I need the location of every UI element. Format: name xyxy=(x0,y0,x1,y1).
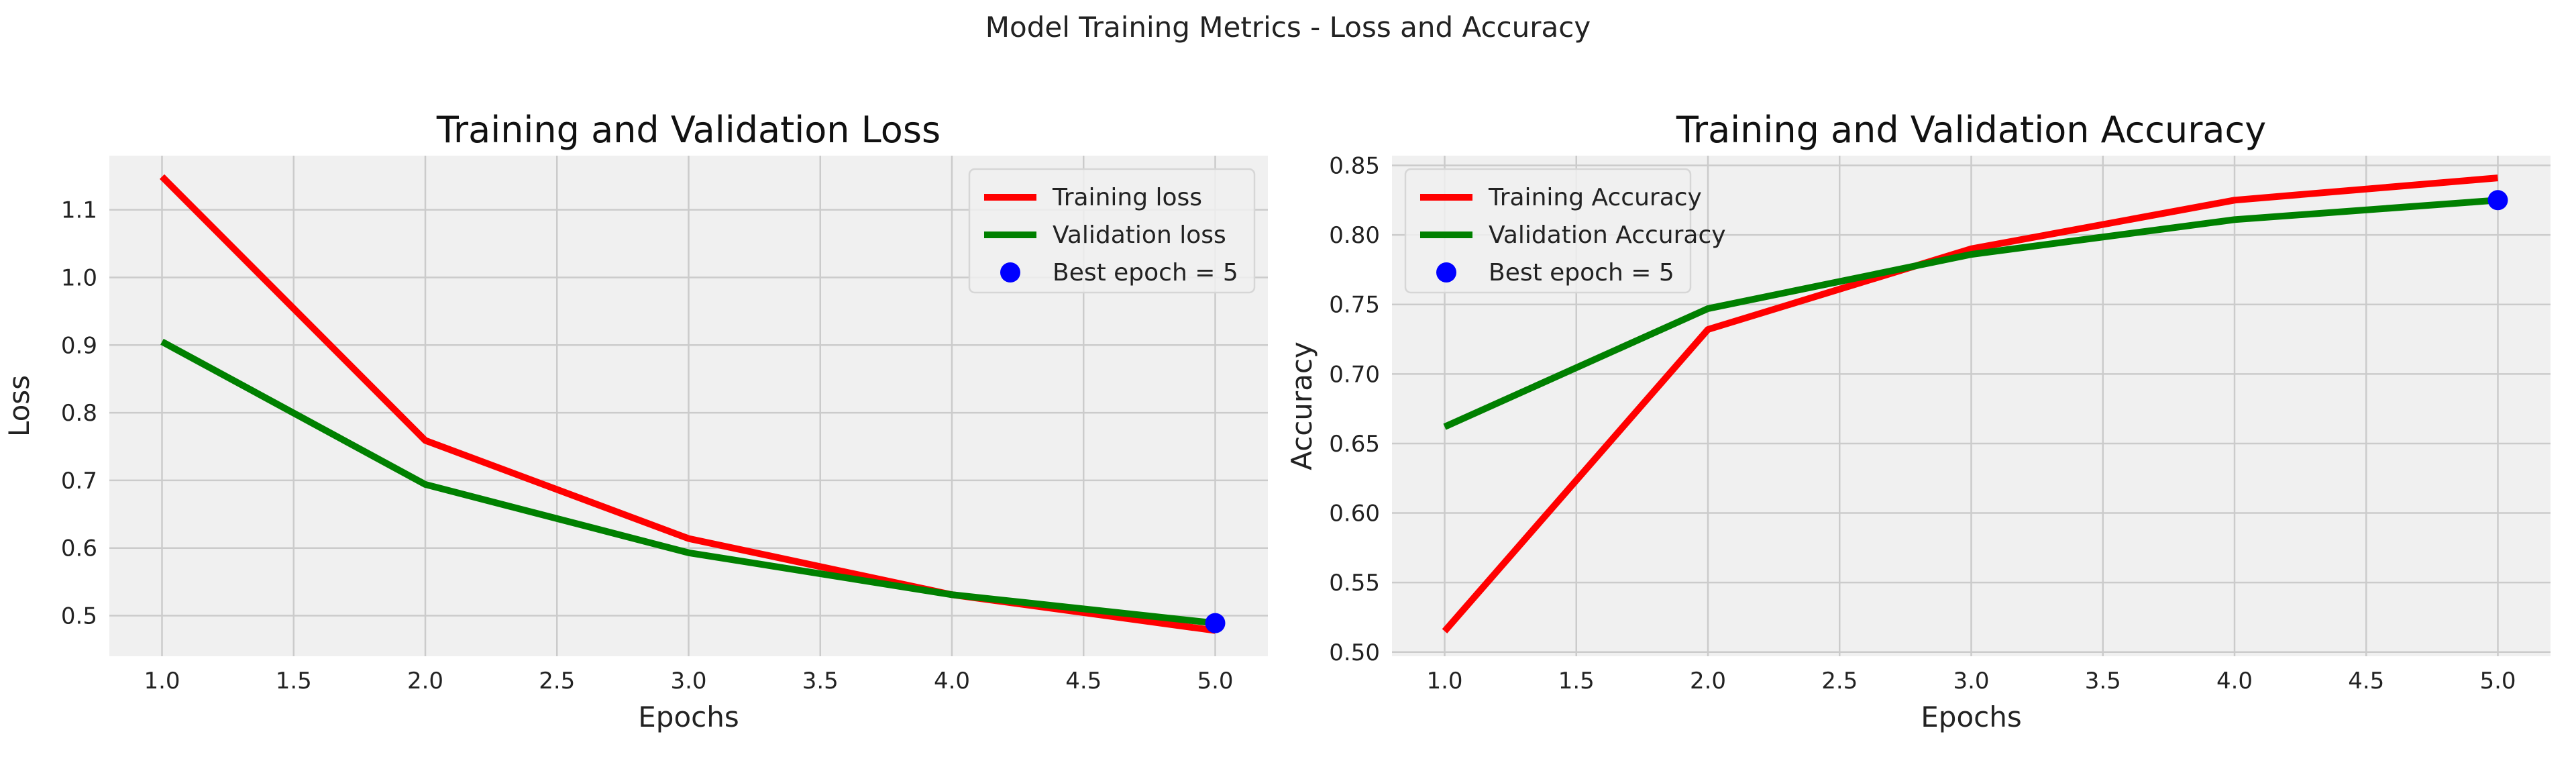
loss-legend-label: Best epoch = 5 xyxy=(1053,259,1238,287)
loss-x-tick-label: 4.0 xyxy=(934,668,970,694)
accuracy-legend-label: Validation Accuracy xyxy=(1489,221,1726,249)
accuracy-y-tick-label: 0.70 xyxy=(1329,361,1380,388)
accuracy-best-epoch-point xyxy=(2487,190,2508,211)
loss-series-line-validation xyxy=(160,338,1216,627)
accuracy-x-tick-label: 1.0 xyxy=(1426,668,1462,694)
accuracy-legend-swatch xyxy=(1436,262,1456,282)
accuracy-x-tick-label: 4.5 xyxy=(2348,668,2384,694)
loss-x-tick-label: 5.0 xyxy=(1197,668,1233,694)
loss-y-tick-label: 0.5 xyxy=(61,603,97,630)
loss-x-tick-label: 2.0 xyxy=(407,668,443,694)
loss-legend: Training loss Validation loss Best epoch =… xyxy=(968,168,1256,294)
accuracy-y-tick-label: 0.50 xyxy=(1329,639,1380,666)
loss-chart-title: Training and Validation Loss xyxy=(436,109,941,151)
loss-x-tick-label: 2.5 xyxy=(539,668,575,694)
accuracy-y-tick-label: 0.75 xyxy=(1329,292,1380,319)
accuracy-legend-label: Best epoch = 5 xyxy=(1489,259,1674,287)
accuracy-x-tick-label: 5.0 xyxy=(2479,668,2516,694)
loss-y-tick-label: 1.1 xyxy=(61,197,97,224)
accuracy-y-tick-label: 0.80 xyxy=(1329,222,1380,249)
loss-legend-label: Validation loss xyxy=(1053,221,1226,249)
loss-legend-box xyxy=(968,168,1256,294)
loss-x-tick-label: 1.0 xyxy=(144,668,180,694)
accuracy-y-tick-label: 0.55 xyxy=(1329,570,1380,597)
figure-suptitle: Model Training Metrics - Loss and Accura… xyxy=(985,11,1591,44)
loss-legend-swatch xyxy=(1000,262,1020,282)
loss-x-axis-title: Epochs xyxy=(638,701,739,733)
accuracy-chart-panel: 1.0 1.5 2.0 2.5 3.0 3.5 4.0 4.5 5.0 0.50 0.55 0.60 0… xyxy=(1285,109,2551,733)
loss-y-tick-label: 0.9 xyxy=(61,332,97,359)
loss-y-tick-label: 0.6 xyxy=(61,535,97,562)
loss-x-tick-label: 4.5 xyxy=(1065,668,1102,694)
accuracy-series-line-validation xyxy=(1443,197,2498,430)
accuracy-series-line-training xyxy=(1442,174,2498,633)
loss-x-tick-label: 3.5 xyxy=(802,668,839,694)
loss-x-tick-label: 1.5 xyxy=(276,668,312,694)
loss-x-tick-label: 3.0 xyxy=(670,668,706,694)
accuracy-chart-title: Training and Validation Accuracy xyxy=(1676,109,2266,151)
loss-best-epoch-point xyxy=(1205,613,1226,633)
accuracy-x-tick-label: 2.5 xyxy=(1821,668,1858,694)
accuracy-x-tick-label: 2.0 xyxy=(1690,668,1726,694)
loss-y-tick-label: 1.0 xyxy=(61,264,97,291)
accuracy-y-tick-label: 0.85 xyxy=(1329,153,1380,180)
accuracy-legend-box xyxy=(1404,168,1692,294)
accuracy-y-tick-label: 0.65 xyxy=(1329,431,1380,458)
accuracy-legend: Training Accuracy Validation Accuracy Best… xyxy=(1404,168,1726,294)
loss-y-tick-label: 0.7 xyxy=(61,468,97,495)
loss-legend-label: Training loss xyxy=(1052,184,1202,211)
loss-y-tick-label: 0.8 xyxy=(61,400,97,427)
accuracy-x-tick-label: 1.5 xyxy=(1558,668,1595,694)
accuracy-x-axis-title: Epochs xyxy=(1921,701,2022,733)
accuracy-x-tick-label: 3.0 xyxy=(1953,668,1989,694)
accuracy-y-axis-title: Accuracy xyxy=(1285,342,1318,470)
loss-chart-panel: 1.0 1.5 2.0 2.5 3.0 3.5 4.0 4.5 5.0 0.5 0.6 0.7 0.8 0… xyxy=(3,109,1268,733)
accuracy-x-tick-label: 4.0 xyxy=(2216,668,2253,694)
accuracy-y-tick-label: 0.60 xyxy=(1329,501,1380,527)
accuracy-legend-label: Training Accuracy xyxy=(1488,184,1702,211)
accuracy-x-tick-label: 3.5 xyxy=(2085,668,2121,694)
loss-y-axis-title: Loss xyxy=(3,375,36,437)
